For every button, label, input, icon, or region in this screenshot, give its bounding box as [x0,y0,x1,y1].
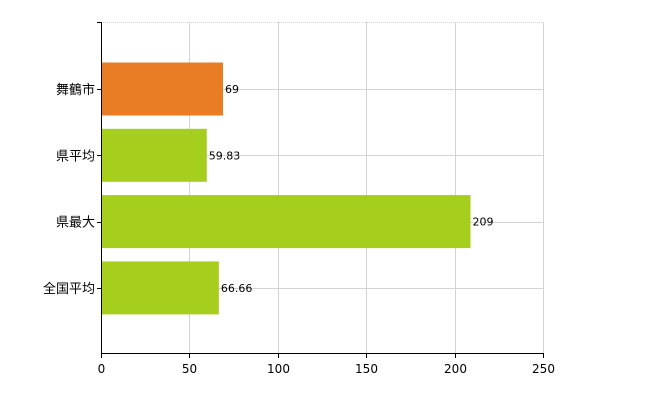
x-tick-label-250: 250 [532,362,555,376]
data-label-1: 59.83 [209,149,241,162]
axes [97,22,544,358]
bar-3 [101,261,219,315]
x-tick-label-0: 0 [98,362,106,376]
bar-1 [101,128,207,182]
bar-2 [101,195,471,249]
x-tick-label-200: 200 [444,362,467,376]
labels: 69 59.83 209 66.66 0 50 100 150 200 250 舞鶴市県平均県最大全… [43,82,555,376]
category-label-0: 舞鶴市 [56,82,95,98]
data-label-2: 209 [473,216,494,229]
x-tick-label-100: 100 [267,362,290,376]
data-label-0: 69 [225,83,239,96]
x-tick-label-50: 50 [182,362,197,376]
category-label-1: 県平均 [56,149,95,164]
data-label-3: 66.66 [221,282,253,295]
bar-0 [101,62,223,116]
x-tick-label-150: 150 [355,362,378,376]
bars [101,62,471,315]
category-label-2: 県最大 [56,216,95,231]
category-label-3: 全国平均 [43,281,95,297]
